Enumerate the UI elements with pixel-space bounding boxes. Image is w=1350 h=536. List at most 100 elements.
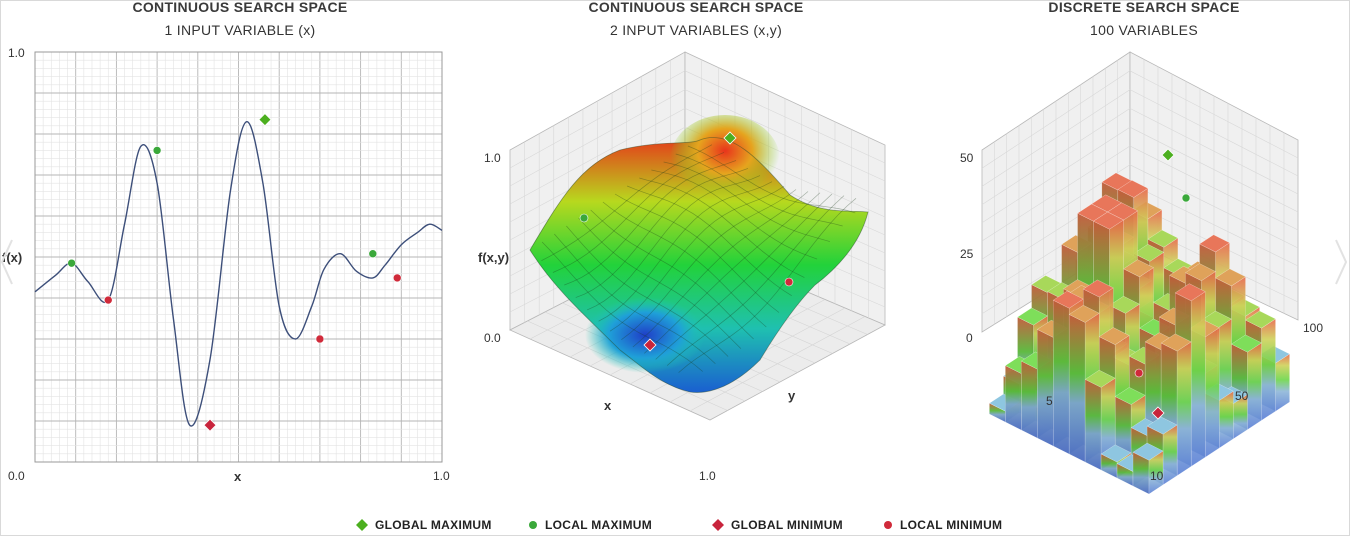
- surface-wall-gridline: [509, 108, 686, 205]
- bars-wall-gridline: [981, 145, 1131, 242]
- surface-mesh-line: [651, 169, 818, 260]
- left-marker-global-max: [258, 113, 272, 127]
- bar-top: [1098, 327, 1130, 345]
- surface-mesh-line: [655, 193, 833, 360]
- legend-label-global-maximum: GLOBAL MAXIMUM: [375, 518, 492, 532]
- surface-mesh-line: [644, 192, 821, 354]
- surface-marker-global-min: [643, 338, 657, 352]
- bar-top: [1245, 310, 1277, 329]
- bars-wall-gridline: [981, 108, 1131, 205]
- legend-item-local-minimum: LOCAL MINIMUM: [882, 518, 1002, 532]
- surface-marker-local-min: [784, 277, 794, 287]
- surface-wall-gridline: [684, 70, 886, 164]
- left-chart-plot-area: [34, 51, 443, 463]
- surface-mesh-line: [586, 175, 761, 311]
- bars-wall-gridline: [1129, 108, 1299, 195]
- bar-top: [1146, 416, 1178, 435]
- middle-chart-title: CONTINUOUS SEARCH SPACE: [588, 0, 804, 15]
- surface-mesh-line: [590, 209, 754, 340]
- green-dot-icon: [529, 521, 537, 529]
- left-chart-subtitle: 1 INPUT VARIABLE (x): [164, 22, 316, 38]
- bar-side: [1068, 314, 1086, 463]
- red-diamond-icon: [712, 519, 724, 531]
- left-marker-global-min: [203, 418, 217, 432]
- bars-wall-gridline: [1129, 183, 1299, 267]
- green-diamond-icon: [356, 519, 368, 531]
- left-x-tick-1: 1.0: [433, 469, 450, 483]
- bar-side: [1190, 291, 1206, 467]
- bar-top: [1117, 179, 1149, 198]
- middle-chart-subtitle: 2 INPUT VARIABLES (x,y): [609, 22, 783, 38]
- left-chart-markers: [67, 113, 402, 432]
- bar-side: [1005, 365, 1022, 431]
- bars-wall-gridline: [981, 89, 1131, 187]
- left-chart-title: CONTINUOUS SEARCH SPACE: [132, 0, 348, 15]
- bar-top: [1214, 268, 1247, 287]
- bar-top: [1108, 295, 1141, 314]
- left-marker-local-max: [67, 258, 76, 268]
- bar-top: [1068, 304, 1100, 323]
- bar-top: [1114, 387, 1146, 405]
- left-chart-title-block: CONTINUOUS SEARCH SPACE 1 INPUT VARIABLE…: [80, 0, 400, 42]
- surface-wall-gridline: [509, 70, 686, 169]
- bar-top: [1052, 290, 1084, 309]
- surface-mesh-line: [602, 201, 767, 328]
- right-y-tick-50: 50: [1235, 389, 1249, 403]
- surface-mesh-line: [566, 225, 729, 357]
- middle-z-tick-0: 0.0: [484, 331, 501, 345]
- surface-mesh-line: [598, 181, 773, 322]
- bar-top: [1084, 369, 1116, 388]
- left-marker-local-min: [103, 295, 113, 305]
- next-arrow-icon[interactable]: [1335, 239, 1348, 285]
- bars-markers: [1134, 148, 1191, 420]
- right-z-tick-25: 25: [960, 247, 974, 261]
- prev-arrow-icon[interactable]: [0, 239, 13, 285]
- bar-top: [1147, 229, 1179, 248]
- surface-mesh-line: [663, 161, 830, 242]
- right-x-tick-10: 10: [1150, 469, 1164, 483]
- right-z-tick-50: 50: [960, 151, 974, 165]
- surface-mesh-line: [632, 191, 809, 348]
- bars-marker-local-max: [1181, 193, 1191, 203]
- middle-z-tick-1: 1.0: [484, 151, 501, 165]
- surface-markers: [579, 131, 794, 352]
- surface-mesh-line: [575, 168, 749, 298]
- bar-top: [1093, 211, 1125, 230]
- right-x-tick-5: 5: [1046, 394, 1053, 408]
- bar-side: [1021, 360, 1038, 439]
- surface-wall-gridline: [684, 89, 886, 182]
- middle-xy-tick: 1.0: [699, 469, 716, 483]
- bar-top: [1123, 259, 1155, 278]
- left-marker-local-max: [368, 249, 378, 259]
- bars-marker-global-min: [1151, 406, 1165, 420]
- surface-mesh-line: [687, 145, 856, 214]
- legend-item-global-minimum: GLOBAL MINIMUM: [711, 518, 843, 532]
- surface-marker-global-max: [723, 131, 737, 145]
- bar-side: [1204, 327, 1220, 458]
- legend-label-global-minimum: GLOBAL MINIMUM: [731, 518, 843, 532]
- bar-top: [1132, 442, 1164, 461]
- legend-label-local-minimum: LOCAL MINIMUM: [900, 518, 1003, 532]
- bar-top: [1160, 333, 1192, 352]
- bar-side: [1219, 390, 1234, 449]
- surface-floor-gridline: [689, 316, 866, 412]
- bars-wall-gridline: [1129, 164, 1299, 249]
- bar-side: [1052, 299, 1070, 455]
- surface-mesh-line: [609, 186, 785, 332]
- bar-top: [1184, 263, 1217, 282]
- bars-wall-gridline: [1129, 126, 1299, 213]
- bar-side: [1261, 318, 1276, 421]
- bars-marker-local-min: [1134, 368, 1144, 378]
- bar-grid: [988, 172, 1291, 495]
- legend-item-local-maximum: LOCAL MAXIMUM: [527, 518, 652, 532]
- surface-mesh-line: [675, 153, 843, 227]
- bar-top: [1230, 334, 1262, 353]
- bar-top: [1133, 243, 1165, 262]
- bar-top: [1174, 283, 1206, 302]
- left-x-axis-label: x: [234, 469, 242, 484]
- middle-chart-title-block: CONTINUOUS SEARCH SPACE 2 INPUT VARIABLE…: [536, 0, 856, 42]
- left-marker-local-max: [152, 146, 162, 155]
- surface-mesh-line: [541, 241, 703, 372]
- surface-mesh: [529, 115, 869, 393]
